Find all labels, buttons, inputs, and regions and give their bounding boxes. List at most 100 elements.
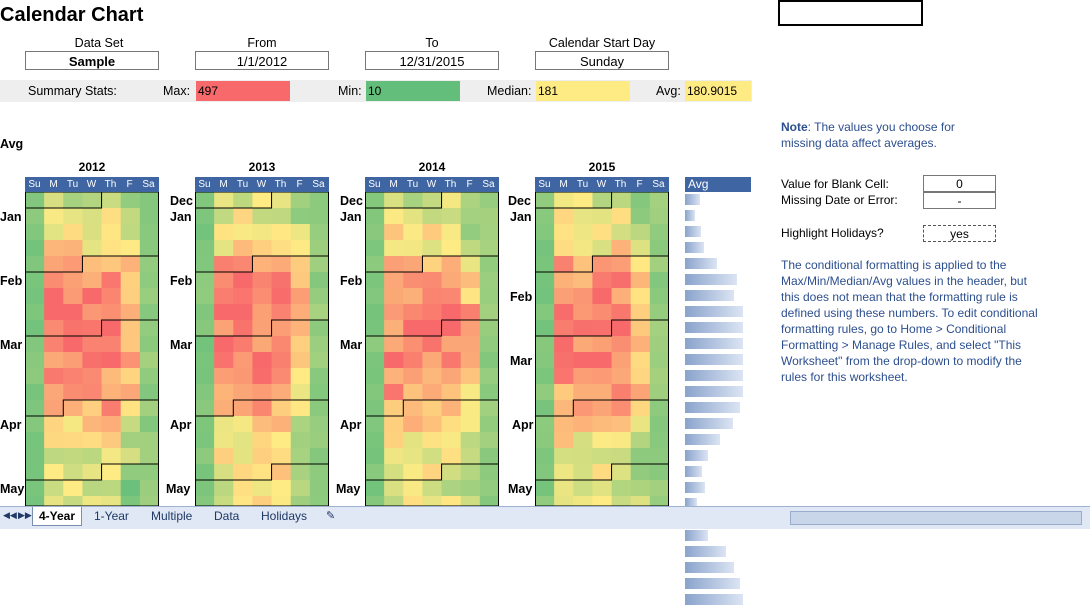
day-cell	[44, 304, 64, 321]
day-cell	[120, 304, 141, 321]
median-value: 181	[536, 81, 630, 101]
day-cell	[252, 320, 273, 337]
tab-4-year[interactable]: 4-Year	[32, 507, 83, 526]
day-cell	[479, 384, 499, 401]
day-cell	[44, 224, 64, 241]
month-label: Mar	[340, 338, 363, 352]
day-cell	[384, 224, 404, 241]
day-cell	[139, 480, 159, 497]
month-boundary	[25, 463, 159, 481]
day-cell	[101, 464, 122, 481]
day-cell	[535, 288, 555, 305]
day-cell	[44, 240, 64, 257]
day-cell	[365, 304, 385, 321]
day-cell	[233, 272, 253, 289]
sheet-tab-bar: ◀◀ ▶▶ 4-Year 1-Year Multiple Data Holida…	[0, 506, 1090, 529]
day-cell	[309, 480, 329, 497]
to-field[interactable]: 12/31/2015	[365, 51, 499, 70]
blank-cell-label: Value for Blank Cell:	[781, 177, 889, 191]
day-cell	[384, 464, 404, 481]
horizontal-scrollbar[interactable]	[790, 511, 1082, 525]
day-cell	[139, 288, 159, 305]
day-cell	[290, 384, 311, 401]
day-cell	[44, 480, 64, 497]
day-cell	[365, 192, 385, 209]
dataset-field[interactable]: Sample	[25, 51, 159, 70]
day-cell	[44, 400, 64, 417]
day-cell	[120, 320, 141, 337]
day-cell	[309, 320, 329, 337]
month-boundary	[25, 319, 159, 337]
blank-cell-field[interactable]: 0	[923, 175, 996, 192]
dow-sa: Sa	[312, 179, 325, 190]
day-cell	[611, 416, 632, 433]
day-cell	[309, 240, 329, 257]
day-cell	[309, 272, 329, 289]
day-cell	[441, 192, 462, 209]
day-cell	[290, 240, 311, 257]
tab-holidays[interactable]: Holidays	[261, 509, 308, 523]
day-cell	[441, 448, 462, 465]
day-cell	[214, 480, 234, 497]
day-cell	[592, 272, 613, 289]
day-cell	[441, 464, 462, 481]
day-cell	[422, 448, 443, 465]
avg-bar	[685, 434, 720, 445]
day-cell	[573, 448, 593, 465]
dow-th: Th	[274, 179, 287, 190]
day-cell	[592, 432, 613, 449]
day-cell	[384, 480, 404, 497]
day-cell	[535, 480, 555, 497]
conditional-formatting-note: The conditional formatting is applied to…	[781, 258, 1038, 384]
from-field[interactable]: 1/1/2012	[195, 51, 329, 70]
day-cell	[120, 224, 141, 241]
day-cell	[649, 416, 669, 433]
day-cell	[290, 192, 311, 209]
day-cell	[649, 496, 669, 506]
day-cell	[63, 400, 83, 417]
day-cell	[422, 480, 443, 497]
day-cell	[554, 400, 574, 417]
day-cell	[630, 368, 651, 385]
day-cell	[630, 288, 651, 305]
day-cell	[649, 304, 669, 321]
missing-date-field[interactable]: -	[923, 192, 996, 209]
day-cell	[422, 416, 443, 433]
dow-m: M	[219, 179, 228, 190]
start-day-field[interactable]: Sunday	[535, 51, 669, 70]
day-cell	[214, 400, 234, 417]
day-cell	[309, 384, 329, 401]
day-cell	[271, 208, 292, 225]
day-cell	[630, 352, 651, 369]
day-cell	[214, 256, 234, 273]
day-cell	[365, 208, 385, 225]
day-cell	[233, 288, 253, 305]
tab-scroll-first-icon[interactable]: ◀◀	[3, 510, 17, 520]
tab-data[interactable]: Data	[214, 509, 240, 523]
day-cell	[573, 352, 593, 369]
day-cell	[611, 384, 632, 401]
tab-scroll-last-icon[interactable]: ▶▶	[18, 510, 32, 520]
day-cell	[252, 304, 273, 321]
highlight-holidays-field[interactable]: yes	[923, 225, 996, 242]
day-cell	[120, 256, 141, 273]
tab-multiple[interactable]: Multiple	[151, 509, 193, 523]
day-cell	[630, 416, 651, 433]
day-cell	[630, 272, 651, 289]
tab-1-year[interactable]: 1-Year	[94, 509, 129, 523]
dow-w: W	[596, 179, 607, 190]
day-cell	[630, 432, 651, 449]
selected-cell[interactable]	[778, 0, 923, 26]
dow-header-2012: Su M Tu W Th F Sa	[25, 177, 159, 192]
day-cell	[384, 240, 404, 257]
day-cell	[271, 224, 292, 241]
day-cell	[611, 352, 632, 369]
month-label: Mar	[170, 338, 193, 352]
new-sheet-icon[interactable]: ✎	[326, 510, 336, 522]
day-cell	[649, 208, 669, 225]
day-cell	[611, 496, 632, 506]
day-cell	[403, 432, 423, 449]
day-cell	[384, 448, 404, 465]
day-cell	[384, 288, 404, 305]
day-cell	[479, 320, 499, 337]
